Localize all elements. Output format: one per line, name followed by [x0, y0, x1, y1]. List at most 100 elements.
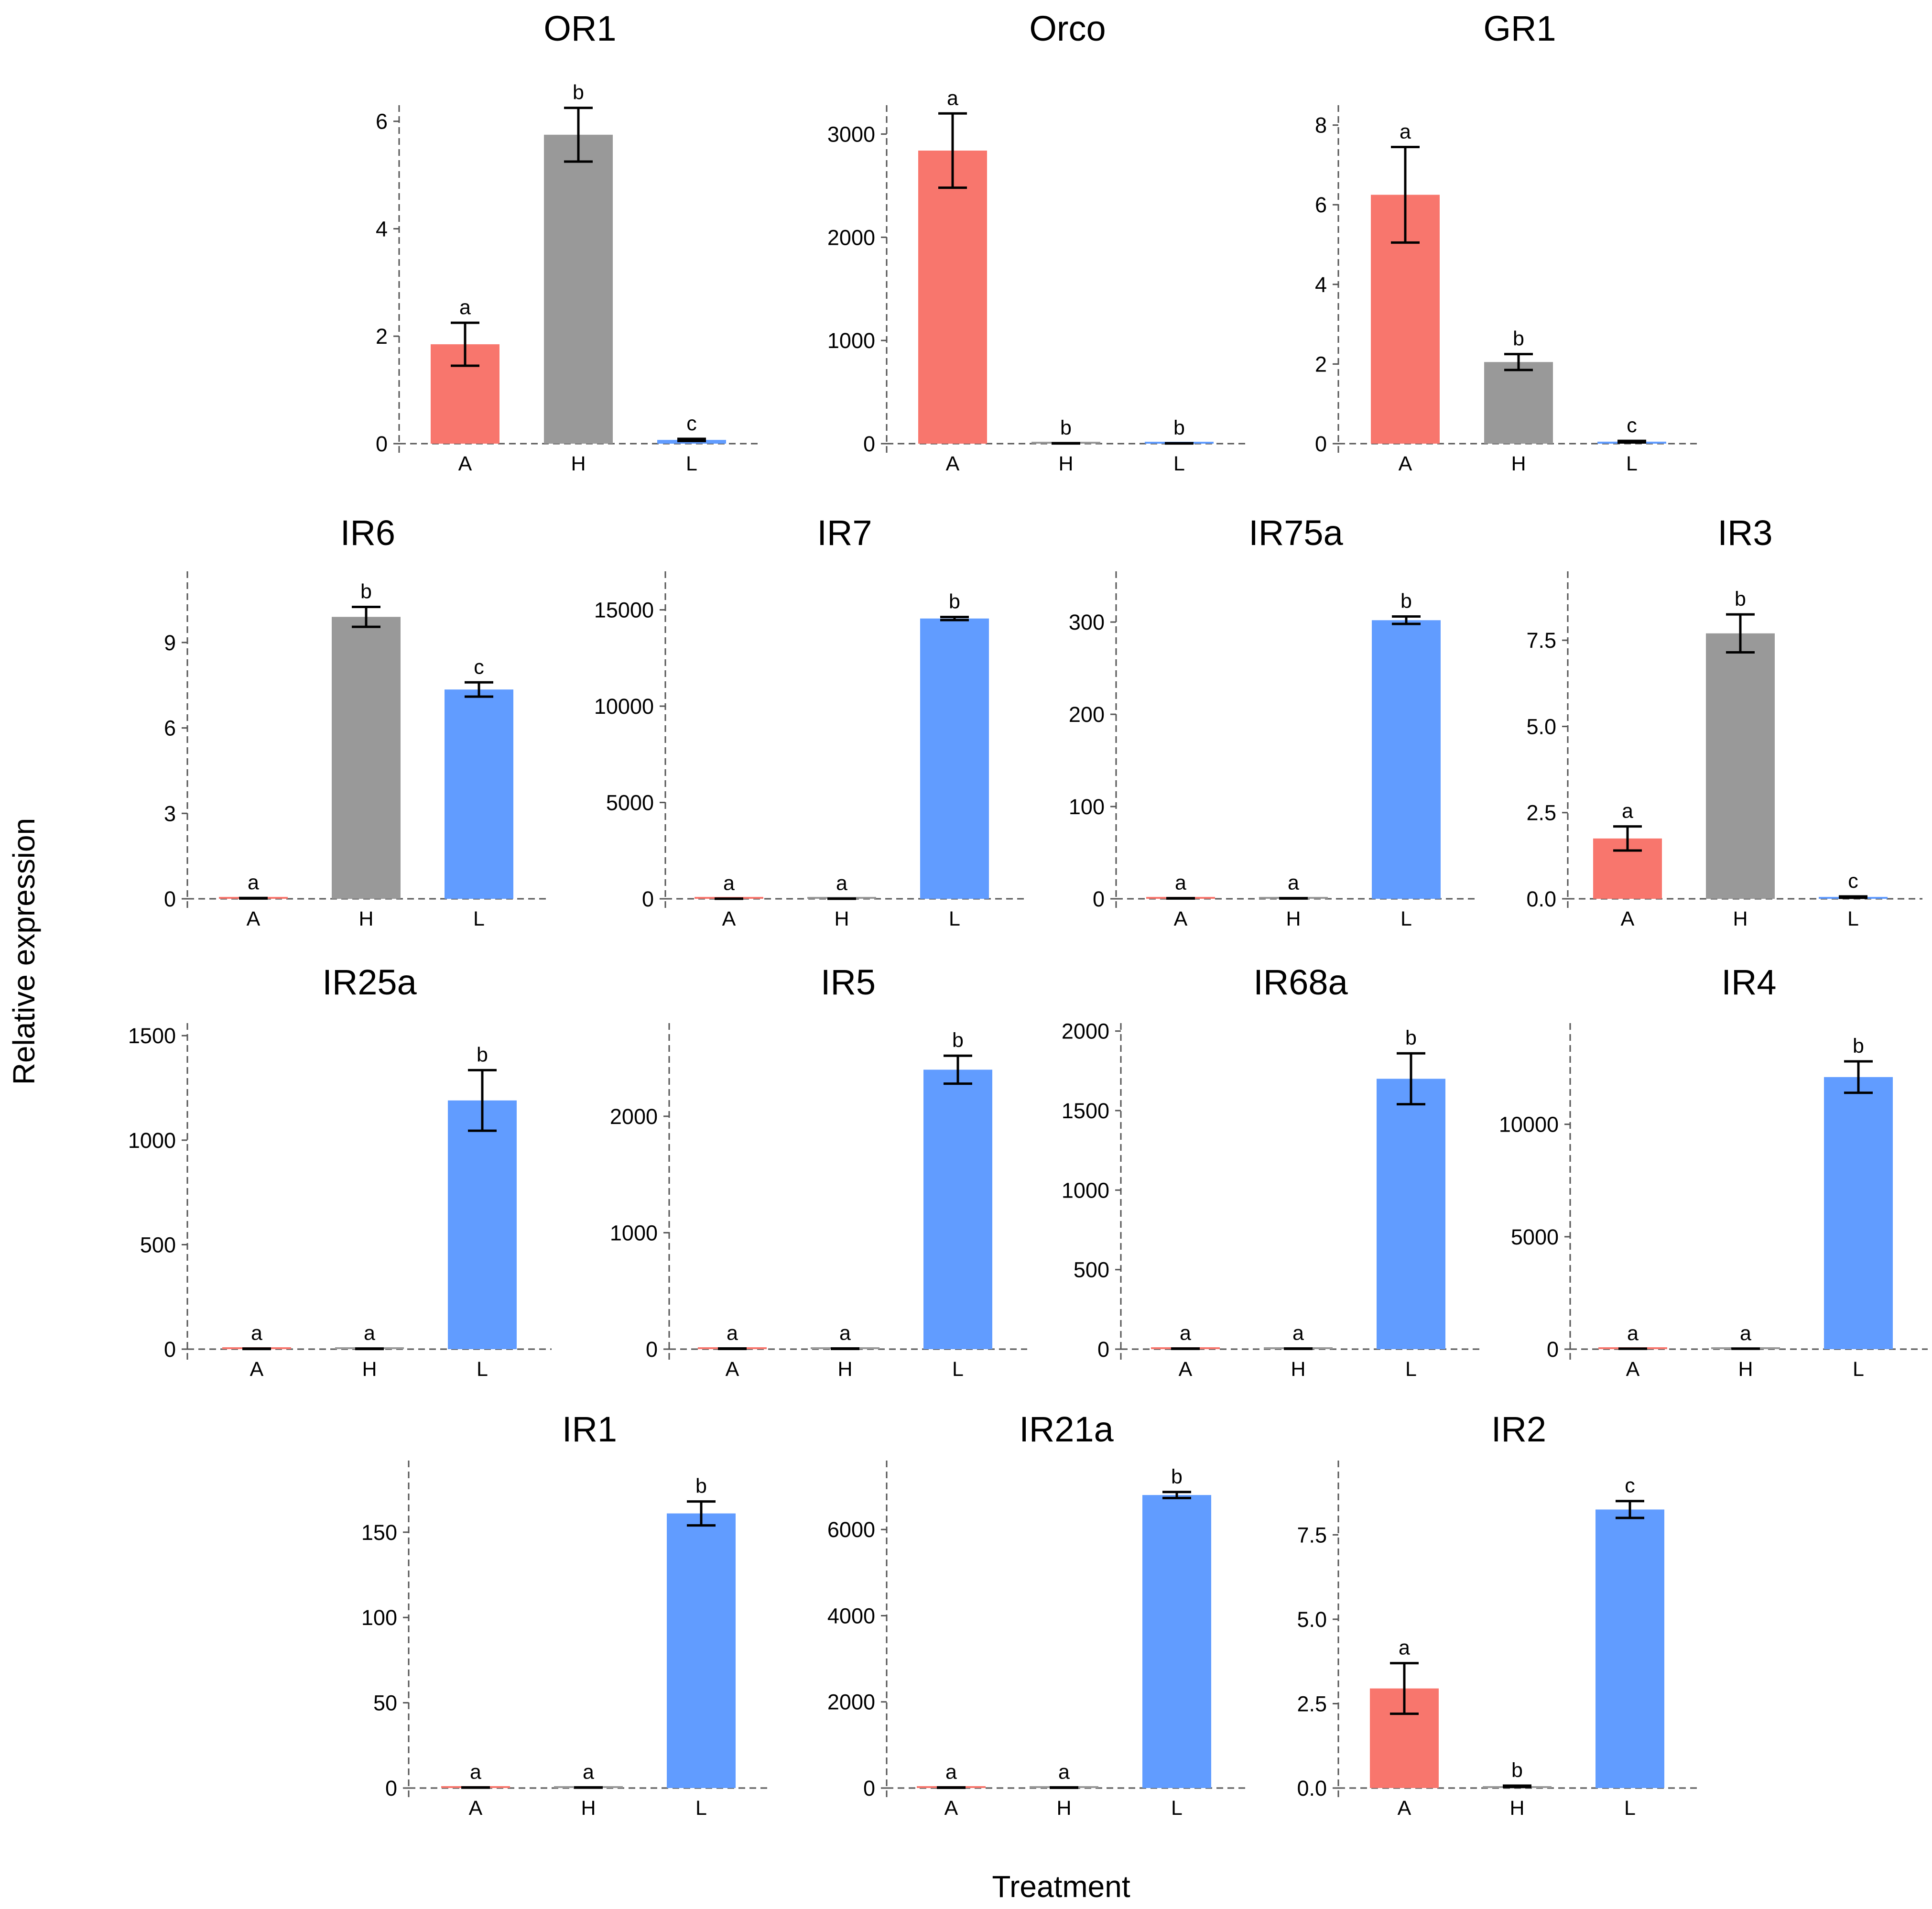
y-tick-label: 0	[1097, 1337, 1109, 1362]
y-tick-label: 2.5	[1526, 801, 1556, 825]
x-tick-label: L	[1171, 1797, 1183, 1820]
x-tick-label: A	[458, 452, 472, 475]
panel-title: IR6	[340, 513, 395, 553]
panel-title: IR75a	[1248, 513, 1343, 553]
significance-label: a	[1180, 1322, 1191, 1345]
significance-label: b	[695, 1475, 707, 1498]
y-tick-label: 500	[1074, 1258, 1109, 1282]
panels-group: OR10246aAbHcLOrco0100020003000aAbHbLGR10…	[128, 9, 1928, 1820]
y-tick-label: 1000	[610, 1221, 658, 1245]
significance-label: a	[248, 871, 259, 894]
significance-label: a	[583, 1761, 594, 1784]
bar-h	[544, 134, 613, 444]
significance-label: c	[474, 655, 484, 678]
bar-l	[1377, 1079, 1445, 1349]
y-tick-label: 150	[361, 1520, 397, 1545]
y-tick-label: 100	[1069, 795, 1105, 819]
y-tick-label: 0.0	[1526, 887, 1556, 911]
x-tick-label: L	[686, 452, 697, 475]
significance-label: b	[1173, 416, 1185, 439]
panel-title: GR1	[1483, 9, 1556, 48]
y-tick-label: 2000	[827, 225, 875, 250]
y-tick-label: 2	[1315, 352, 1327, 376]
y-tick-label: 0	[1093, 887, 1105, 911]
y-tick-label: 3	[164, 801, 176, 826]
significance-label: a	[470, 1761, 481, 1784]
y-tick-label: 1500	[1062, 1099, 1109, 1123]
significance-label: a	[1740, 1322, 1751, 1345]
y-tick-label: 4	[376, 217, 388, 241]
x-tick-label: H	[1733, 907, 1747, 930]
significance-label: a	[947, 87, 958, 109]
x-tick-label: A	[946, 452, 960, 475]
bar-l	[1142, 1495, 1211, 1788]
bar-l	[667, 1513, 736, 1788]
x-tick-label: A	[1626, 1358, 1640, 1381]
significance-label: b	[1400, 590, 1412, 613]
significance-label: b	[477, 1043, 488, 1066]
bar-h	[332, 617, 401, 899]
significance-label: a	[1175, 872, 1186, 895]
panel-title: IR5	[821, 962, 876, 1002]
y-tick-label: 7.5	[1297, 1523, 1327, 1547]
x-tick-label: A	[1398, 1797, 1411, 1820]
significance-label: c	[686, 412, 697, 435]
x-tick-label: A	[250, 1358, 264, 1381]
significance-label: a	[945, 1761, 957, 1784]
x-tick-label: L	[1173, 452, 1185, 475]
bar-l	[1372, 620, 1441, 899]
y-tick-label: 10000	[1499, 1113, 1559, 1137]
x-tick-label: H	[581, 1797, 596, 1820]
panel-title: IR25a	[322, 962, 417, 1002]
panel-title: OR1	[543, 9, 616, 48]
y-tick-label: 6	[1315, 193, 1327, 217]
significance-label: a	[251, 1322, 262, 1345]
bar-l	[448, 1100, 517, 1349]
bar-h	[1706, 633, 1775, 899]
y-tick-label: 2000	[1062, 1019, 1109, 1044]
y-tick-label: 200	[1069, 702, 1105, 727]
x-axis-title: Treatment	[992, 1869, 1130, 1904]
significance-label: a	[1288, 872, 1299, 895]
x-tick-label: H	[362, 1358, 377, 1381]
x-tick-label: L	[477, 1358, 488, 1381]
x-tick-label: A	[722, 907, 736, 930]
bar-l	[920, 618, 989, 899]
panel-title: IR1	[562, 1409, 617, 1449]
y-tick-label: 4	[1315, 273, 1327, 297]
panel-title: IR21a	[1019, 1409, 1114, 1449]
y-tick-label: 1000	[1062, 1178, 1109, 1202]
y-tick-label: 7.5	[1526, 628, 1556, 653]
significance-label: a	[459, 296, 471, 319]
panel-ir3: IR3 0.0 2.5 5.0 7.5 a Ab HcL	[1526, 513, 1922, 930]
panel-or1: OR1 0 2 4 6 a Ab HcL	[376, 9, 761, 475]
significance-label: c	[1848, 870, 1858, 893]
panel-title: IR7	[817, 513, 872, 553]
y-tick-label: 0	[1315, 432, 1327, 456]
x-tick-label: A	[247, 907, 260, 930]
significance-label: a	[1622, 800, 1633, 823]
y-tick-label: 100	[361, 1605, 397, 1630]
x-tick-label: H	[1509, 1797, 1524, 1820]
significance-label: b	[1513, 327, 1524, 350]
y-tick-label: 0	[376, 432, 388, 456]
x-tick-label: A	[944, 1797, 958, 1820]
y-tick-label: 2	[376, 324, 388, 349]
y-tick-label: 2.5	[1297, 1691, 1327, 1716]
y-tick-label: 0	[863, 1776, 875, 1800]
panel-title: IR4	[1721, 962, 1776, 1002]
significance-label: a	[1627, 1322, 1639, 1345]
x-tick-label: L	[1400, 907, 1412, 930]
x-tick-label: H	[1291, 1358, 1305, 1381]
panel-title: IR68a	[1253, 962, 1348, 1002]
y-tick-label: 0	[1547, 1337, 1559, 1362]
x-tick-label: H	[837, 1358, 852, 1381]
y-tick-label: 5000	[1511, 1225, 1559, 1249]
y-tick-label: 6000	[827, 1517, 875, 1542]
y-tick-label: 8	[1315, 113, 1327, 138]
bar-l	[923, 1069, 992, 1349]
x-tick-label: L	[695, 1797, 707, 1820]
